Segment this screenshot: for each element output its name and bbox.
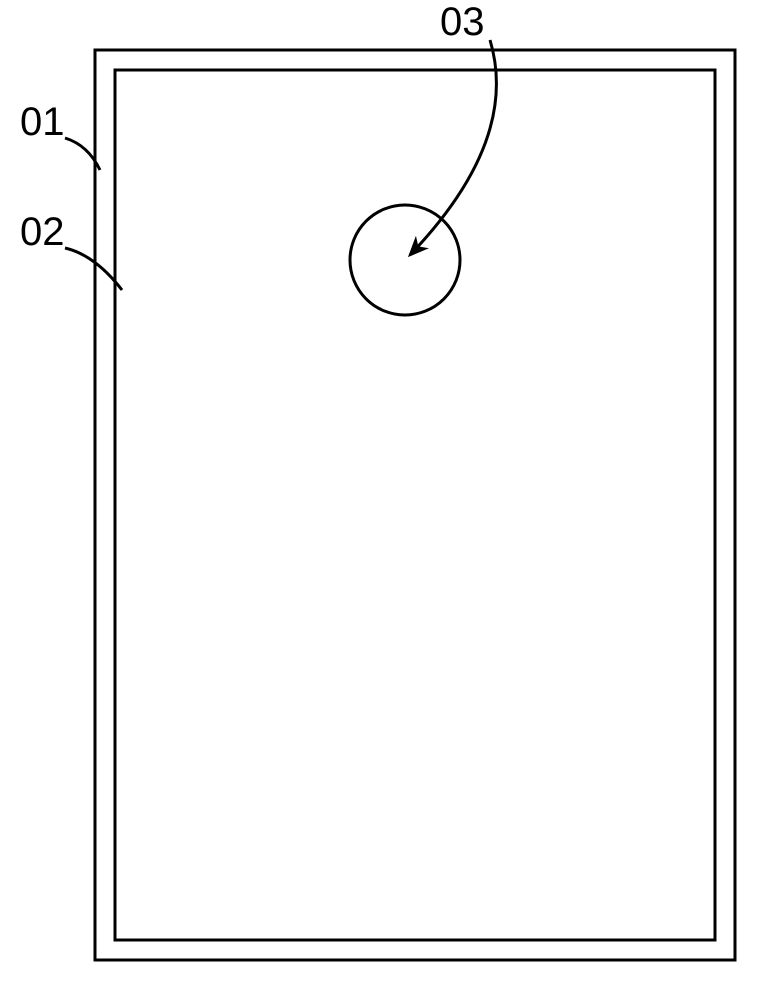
inner-rectangle bbox=[115, 70, 715, 940]
labels: 03 01 02 bbox=[20, 0, 496, 290]
label-03-leader bbox=[410, 40, 496, 255]
label-03: 03 bbox=[440, 0, 485, 44]
outer-rectangle bbox=[95, 50, 735, 960]
label-02: 02 bbox=[20, 210, 65, 254]
detail-circle bbox=[350, 205, 460, 315]
label-01: 01 bbox=[20, 100, 65, 144]
schematic-diagram: 03 01 02 bbox=[0, 0, 780, 1000]
